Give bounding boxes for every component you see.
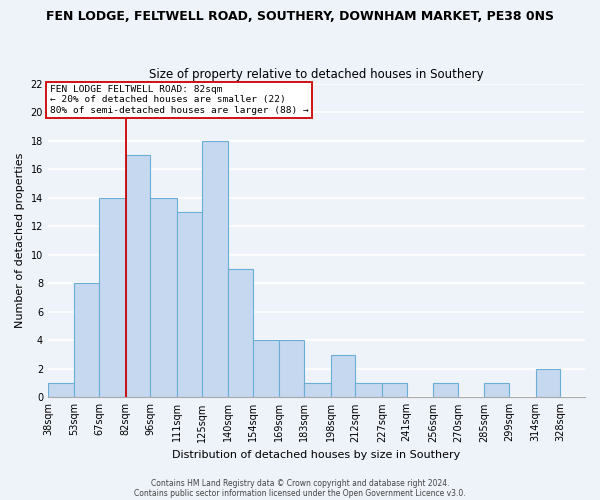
Bar <box>484 383 509 398</box>
Bar <box>280 340 304 398</box>
Bar <box>99 198 125 398</box>
Bar <box>228 269 253 398</box>
Text: FEN LODGE, FELTWELL ROAD, SOUTHERY, DOWNHAM MARKET, PE38 0NS: FEN LODGE, FELTWELL ROAD, SOUTHERY, DOWN… <box>46 10 554 23</box>
Bar <box>177 212 202 398</box>
Bar <box>331 354 355 398</box>
Y-axis label: Number of detached properties: Number of detached properties <box>15 152 25 328</box>
Bar <box>202 140 228 398</box>
Text: FEN LODGE FELTWELL ROAD: 82sqm
← 20% of detached houses are smaller (22)
80% of : FEN LODGE FELTWELL ROAD: 82sqm ← 20% of … <box>50 85 308 115</box>
Bar <box>536 369 560 398</box>
X-axis label: Distribution of detached houses by size in Southery: Distribution of detached houses by size … <box>172 450 461 460</box>
Title: Size of property relative to detached houses in Southery: Size of property relative to detached ho… <box>149 68 484 81</box>
Bar <box>433 383 458 398</box>
Bar <box>304 383 331 398</box>
Bar <box>382 383 407 398</box>
Text: Contains HM Land Registry data © Crown copyright and database right 2024.: Contains HM Land Registry data © Crown c… <box>151 478 449 488</box>
Bar <box>151 198 177 398</box>
Bar <box>355 383 382 398</box>
Text: Contains public sector information licensed under the Open Government Licence v3: Contains public sector information licen… <box>134 488 466 498</box>
Bar <box>74 283 99 398</box>
Bar <box>253 340 280 398</box>
Bar <box>125 155 151 398</box>
Bar <box>48 383 74 398</box>
